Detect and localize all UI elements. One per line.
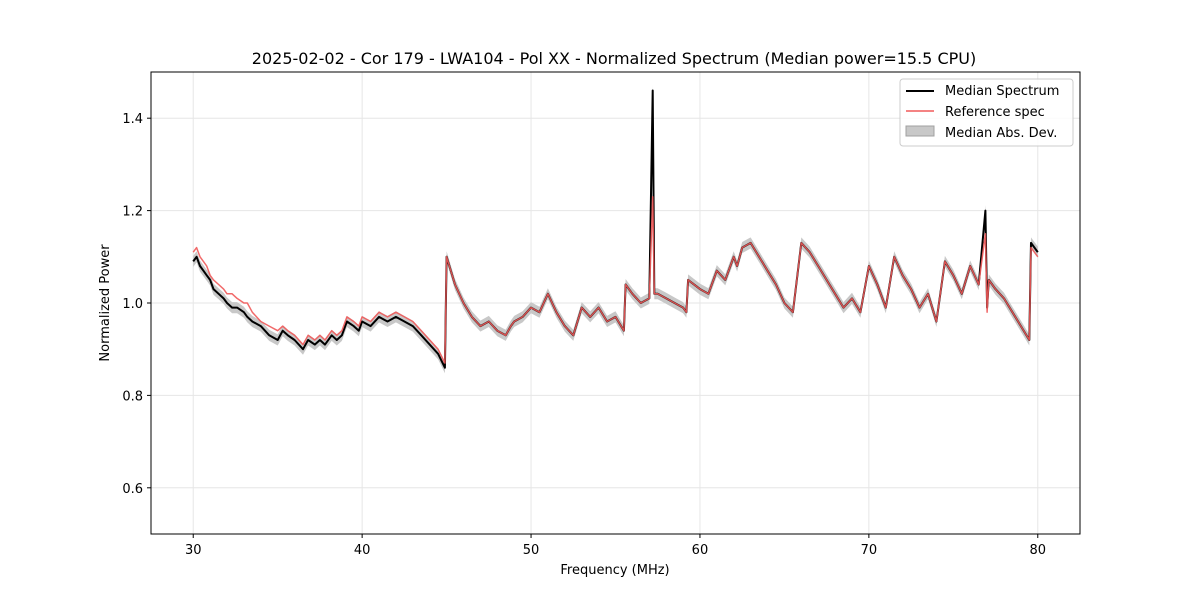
x-axis-label: Frequency (MHz) xyxy=(560,563,669,578)
y-tick-label: 1.2 xyxy=(122,205,143,220)
x-tick-label: 50 xyxy=(523,543,540,558)
x-tick-label: 80 xyxy=(1029,543,1046,558)
y-axis: 0.6 0.8 1.0 1.2 1.4 xyxy=(122,112,151,497)
legend-mad-label: Median Abs. Dev. xyxy=(945,126,1057,141)
chart-title: 2025-02-02 - Cor 179 - LWA104 - Pol XX -… xyxy=(252,49,976,68)
reference-spectrum-line xyxy=(192,195,1039,364)
x-tick-label: 70 xyxy=(861,543,878,558)
series-lines xyxy=(192,89,1039,369)
y-tick-label: 1.4 xyxy=(122,112,143,127)
y-tick-label: 0.6 xyxy=(122,482,143,497)
x-tick-label: 30 xyxy=(185,543,202,558)
legend-box xyxy=(899,78,1074,147)
legend-median-label: Median Spectrum xyxy=(945,84,1059,99)
legend: Median Spectrum Reference spec Median Ab… xyxy=(899,78,1074,147)
legend-mad-swatch xyxy=(905,125,935,137)
x-tick-label: 40 xyxy=(354,543,371,558)
x-axis: 30 40 50 60 70 80 xyxy=(185,534,1046,558)
mad-band xyxy=(193,84,1038,374)
legend-reference-label: Reference spec xyxy=(945,105,1045,120)
x-tick-label: 60 xyxy=(692,543,709,558)
y-axis-label: Normalized Power xyxy=(98,244,113,362)
y-tick-label: 1.0 xyxy=(122,297,143,312)
mad-band-area xyxy=(193,84,1038,374)
y-tick-label: 0.8 xyxy=(122,389,143,404)
